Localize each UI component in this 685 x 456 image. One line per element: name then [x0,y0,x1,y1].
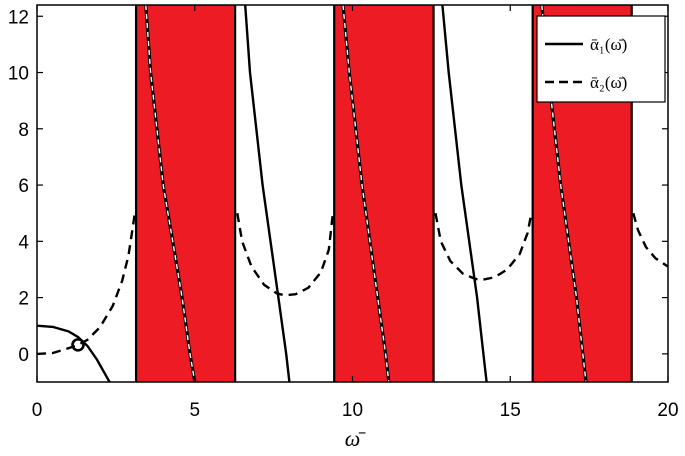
series-1-segment-3 [342,4,390,383]
series-1-segment-2 [236,212,335,297]
series-lines [36,4,669,383]
series-0-segment-0 [36,324,111,383]
series-0-segment-2 [244,4,291,383]
y-tick-label-4: 8 [18,120,29,141]
intersection-point [71,338,85,352]
series-1-segment-6 [632,212,669,268]
x-axis-label: ω̄ [345,426,367,451]
y-tick-label-2: 4 [18,232,29,253]
legend-label-0: ᾱ₁(ω̄) [590,35,627,54]
legend: ᾱ₁(ω̄) ᾱ₂(ω̄) [536,15,666,103]
series-1-segment-0 [36,213,136,356]
shaded-band-1 [334,5,434,382]
y-tick-label-5: 10 [8,64,29,85]
series-1-segment-1 [145,4,196,383]
intersection-marker [71,338,85,352]
legend-label-1: ᾱ₂(ω̄) [590,73,627,92]
x-tick-label-2: 10 [342,400,363,421]
y-tick-label-3: 6 [18,176,29,197]
series-0-segment-4 [441,4,488,383]
series-1-segment-4 [434,212,533,281]
x-tick-label-3: 15 [500,400,521,421]
series-1-segment-5 [541,4,587,383]
x-tick-label-1: 5 [189,400,200,421]
y-tick-label-1: 2 [18,289,29,310]
axis-ticks: 0 5 10 15 20 0 2 4 6 8 10 12 [8,5,679,421]
legend-box [536,15,666,103]
band-boundaries [134,5,633,382]
y-tick-label-6: 12 [8,7,29,28]
x-tick-label-4: 20 [657,400,678,421]
x-tick-label-0: 0 [32,400,43,421]
y-tick-label-0: 0 [18,345,29,366]
